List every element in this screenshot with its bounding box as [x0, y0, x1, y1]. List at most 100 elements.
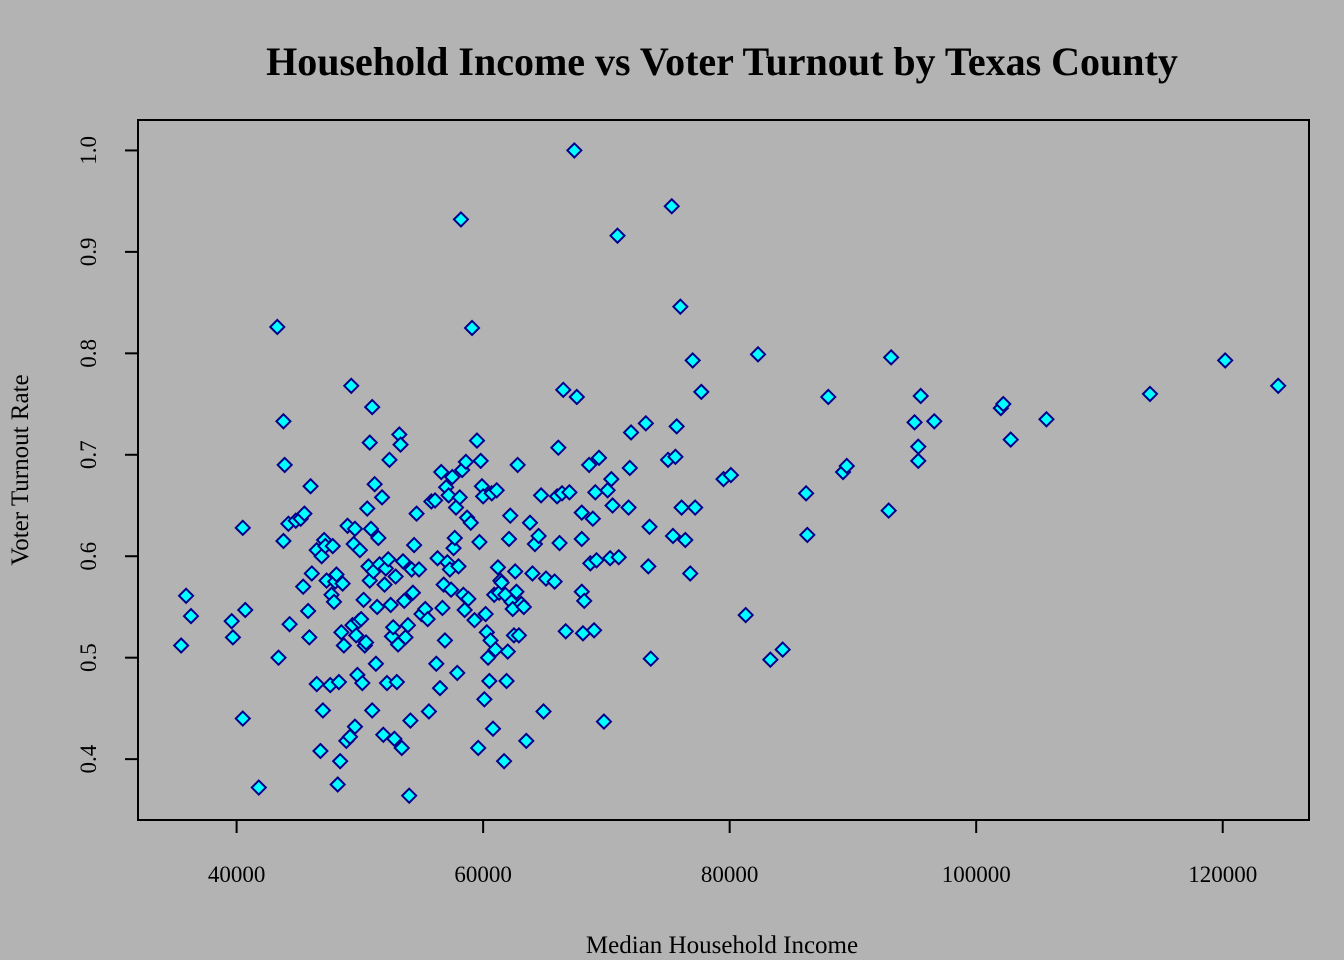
data-point — [468, 432, 486, 449]
data-point — [399, 616, 417, 634]
data-point — [909, 438, 927, 456]
data-point — [276, 456, 294, 474]
data-point — [366, 475, 384, 493]
data-point — [584, 510, 602, 528]
y-tick-label: 0.8 — [76, 339, 101, 368]
data-point — [761, 651, 779, 669]
data-point — [509, 456, 527, 474]
data-point — [397, 628, 414, 646]
data-point — [303, 565, 321, 582]
data-point — [177, 587, 195, 605]
data-point — [431, 679, 449, 697]
data-point — [388, 673, 406, 691]
data-point — [590, 449, 608, 467]
data-point — [493, 574, 511, 592]
data-point — [445, 539, 462, 557]
data-point — [479, 649, 497, 667]
data-point — [302, 477, 319, 495]
data-point — [554, 381, 572, 399]
data-point — [373, 488, 391, 506]
y-tick-label: 0.4 — [76, 744, 101, 773]
data-point — [325, 593, 343, 611]
data-point — [172, 637, 190, 654]
data-point — [557, 622, 575, 640]
y-axis: 0.4 0.5 0.6 0.7 0.8 0.9 1.0 — [76, 136, 138, 774]
x-axis-label: Median Household Income — [586, 932, 858, 959]
data-point — [561, 483, 578, 501]
data-point — [426, 492, 444, 509]
data-point — [610, 548, 628, 566]
data-point — [580, 456, 598, 474]
data-point — [408, 505, 425, 523]
data-point — [664, 527, 682, 545]
y-tick-label: 0.5 — [76, 643, 101, 672]
data-point — [392, 436, 409, 454]
data-point — [384, 618, 402, 636]
data-point — [419, 610, 437, 628]
data-point — [420, 703, 438, 720]
data-point — [346, 718, 364, 736]
data-point — [223, 612, 241, 630]
data-point — [906, 413, 923, 431]
data-point — [385, 730, 403, 748]
data-point — [488, 481, 506, 499]
data-point — [686, 499, 704, 516]
x-tick-label: 80000 — [701, 862, 759, 887]
data-point — [393, 739, 411, 757]
data-point — [565, 142, 583, 159]
data-point — [568, 388, 586, 406]
data-point — [410, 561, 428, 578]
data-point — [681, 565, 699, 582]
y-tick-label: 0.6 — [76, 542, 101, 571]
data-point — [909, 452, 927, 470]
data-point — [641, 518, 658, 536]
data-point — [352, 610, 370, 628]
data-point — [363, 702, 381, 719]
data-point — [335, 637, 353, 654]
data-point — [268, 318, 286, 336]
data-point — [450, 557, 467, 575]
data-point — [797, 484, 815, 502]
data-point — [749, 345, 767, 363]
data-point — [331, 752, 349, 770]
y-tick-label: 0.7 — [76, 440, 101, 469]
data-point — [400, 787, 418, 805]
data-point — [236, 601, 254, 619]
plot-frame — [137, 119, 1310, 821]
data-point — [442, 581, 460, 599]
data-point — [324, 537, 342, 555]
data-point — [602, 470, 620, 488]
data-point — [676, 531, 694, 549]
data-point — [404, 584, 422, 602]
data-point — [434, 599, 451, 617]
data-point — [234, 519, 252, 537]
x-tick-label: 40000 — [208, 862, 266, 887]
data-point — [443, 468, 461, 486]
data-point — [549, 439, 567, 457]
data-point — [405, 536, 423, 554]
data-point — [394, 552, 412, 570]
data-point — [495, 752, 513, 770]
data-point — [532, 486, 550, 504]
x-tick-label: 100000 — [942, 862, 1011, 887]
data-points — [172, 142, 1287, 805]
data-point — [355, 591, 372, 609]
data-point — [457, 453, 475, 471]
data-point — [234, 710, 252, 727]
data-point — [353, 674, 371, 692]
y-tick-label: 0.9 — [76, 238, 101, 267]
data-point — [573, 504, 591, 522]
x-axis: 40000 60000 80000 100000 120000 — [208, 820, 1257, 887]
data-point — [551, 534, 568, 552]
data-point — [521, 514, 539, 532]
data-point — [880, 502, 898, 519]
data-point — [294, 578, 312, 596]
data-point — [448, 664, 466, 682]
data-point — [575, 592, 593, 610]
data-point — [994, 395, 1012, 413]
data-point — [475, 690, 493, 708]
data-point — [668, 417, 686, 435]
data-point — [387, 568, 405, 585]
data-point — [469, 739, 487, 757]
